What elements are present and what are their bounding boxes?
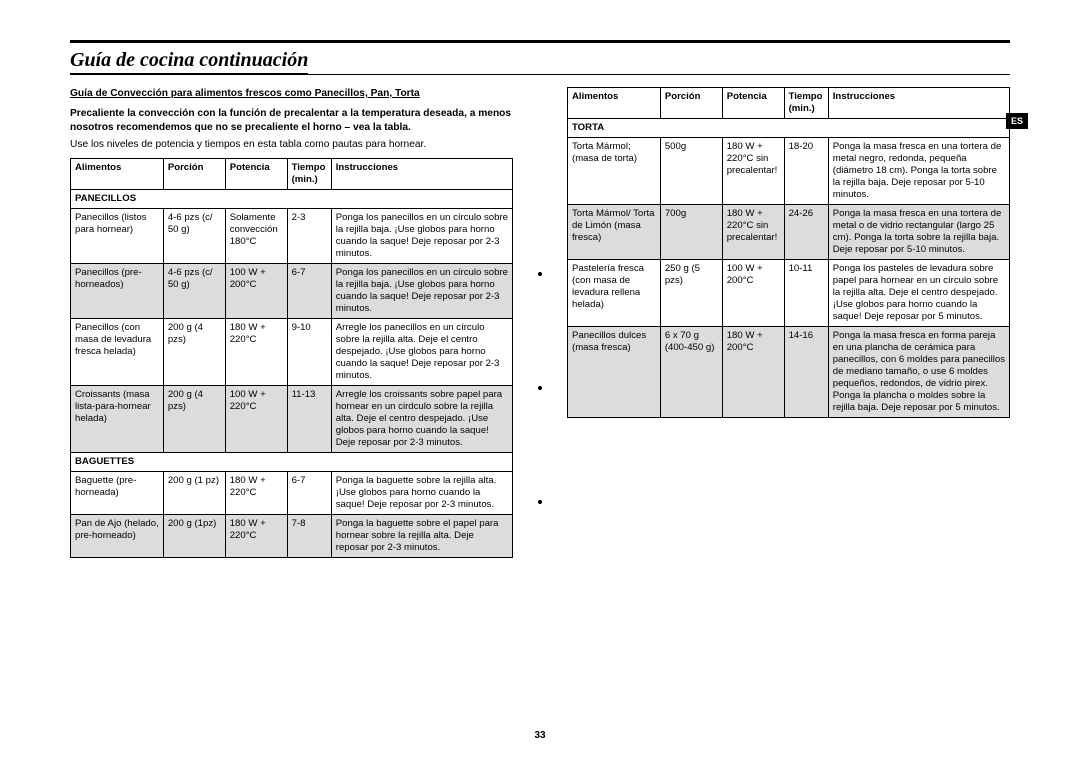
page: Guía de cocina continuación ES Guía de C…	[0, 0, 1080, 763]
title-block: Guía de cocina continuación	[70, 45, 1010, 75]
cell-pt: 180 W + 220°C	[225, 514, 287, 557]
th-porcion: Porción	[660, 88, 722, 119]
rule-top	[70, 40, 1010, 43]
cell-ti: 18-20	[784, 137, 828, 204]
table-row: Panecillos dulces (masa fresca)6 x 70 g …	[568, 326, 1010, 417]
cell-po: 200 g (4 pzs)	[163, 318, 225, 385]
cell-in: Ponga la masa fresca en una tortera de m…	[828, 137, 1009, 204]
language-tab: ES	[1006, 113, 1028, 129]
cell-pt: 180 W + 220°C sin precalentar!	[722, 137, 784, 204]
table-section-row: BAGUETTES	[71, 452, 513, 471]
intro-bold: Precaliente la convección con la función…	[70, 107, 513, 135]
cell-ti: 2-3	[287, 209, 331, 264]
cell-po: 700g	[660, 204, 722, 259]
table-header-row: Alimentos Porción Potencia Tiempo (min.)…	[568, 88, 1010, 119]
cell-pt: 180 W + 220°C sin precalentar!	[722, 204, 784, 259]
intro-para: Use los niveles de potencia y tiempos en…	[70, 138, 513, 152]
cell-al: Torta Mármol; (masa de torta)	[568, 137, 661, 204]
cell-pt: 180 W + 220°C	[225, 318, 287, 385]
cell-po: 4-6 pzs (c/ 50 g)	[163, 209, 225, 264]
right-column: Alimentos Porción Potencia Tiempo (min.)…	[567, 87, 1010, 559]
cell-ti: 10-11	[784, 259, 828, 326]
cell-al: Pan de Ajo (helado, pre-horneado)	[71, 514, 164, 557]
th-alimentos: Alimentos	[568, 88, 661, 119]
cell-pt: 100 W + 200°C	[225, 263, 287, 318]
th-porcion: Porción	[163, 159, 225, 190]
table-row: Torta Mármol/ Torta de Limón (masa fresc…	[568, 204, 1010, 259]
cell-in: Arregle los croissants sobre papel para …	[331, 385, 512, 452]
cell-in: Ponga la baguette sobre la rejilla alta.…	[331, 471, 512, 514]
cell-al: Panecillos dulces (masa fresca)	[568, 326, 661, 417]
cell-po: 500g	[660, 137, 722, 204]
cell-al: Croissants (masa lista-para-hornear hela…	[71, 385, 164, 452]
page-title: Guía de cocina continuación	[70, 45, 308, 75]
cell-ti: 6-7	[287, 263, 331, 318]
cell-pt: 100 W + 200°C	[722, 259, 784, 326]
cell-ti: 9-10	[287, 318, 331, 385]
separator-dot	[538, 272, 542, 276]
section-name-cell: PANECILLOS	[71, 190, 513, 209]
cell-po: 4-6 pzs (c/ 50 g)	[163, 263, 225, 318]
cell-po: 250 g (5 pzs)	[660, 259, 722, 326]
th-tiempo: Tiempo (min.)	[784, 88, 828, 119]
cell-al: Torta Mármol/ Torta de Limón (masa fresc…	[568, 204, 661, 259]
cell-po: 200 g (4 pzs)	[163, 385, 225, 452]
cell-al: Baguette (pre-horneada)	[71, 471, 164, 514]
content-columns: Guía de Convección para alimentos fresco…	[70, 87, 1010, 559]
th-alimentos: Alimentos	[71, 159, 164, 190]
page-number: 33	[0, 730, 1080, 741]
cell-in: Ponga los panecillos en un círculo sobre…	[331, 209, 512, 264]
th-instrucciones: Instrucciones	[828, 88, 1009, 119]
cell-in: Ponga los pasteles de levadura sobre pap…	[828, 259, 1009, 326]
table-row: Croissants (masa lista-para-hornear hela…	[71, 385, 513, 452]
column-separator	[535, 87, 545, 559]
left-column: Guía de Convección para alimentos fresco…	[70, 87, 513, 559]
cell-ti: 24-26	[784, 204, 828, 259]
cell-po: 6 x 70 g (400-450 g)	[660, 326, 722, 417]
table-row: Panecillos (pre-horneados)4-6 pzs (c/ 50…	[71, 263, 513, 318]
table-section-row: PANECILLOS	[71, 190, 513, 209]
cell-in: Ponga los panecillos en un círculo sobre…	[331, 263, 512, 318]
th-potencia: Potencia	[722, 88, 784, 119]
cell-in: Arregle los panecillos en un círculo sob…	[331, 318, 512, 385]
cell-po: 200 g (1 pz)	[163, 471, 225, 514]
cell-ti: 14-16	[784, 326, 828, 417]
cell-po: 200 g (1pz)	[163, 514, 225, 557]
table-row: Baguette (pre-horneada)200 g (1 pz)180 W…	[71, 471, 513, 514]
cell-al: Panecillos (pre-horneados)	[71, 263, 164, 318]
table-section-row: TORTA	[568, 118, 1010, 137]
table-header-row: Alimentos Porción Potencia Tiempo (min.)…	[71, 159, 513, 190]
right-table: Alimentos Porción Potencia Tiempo (min.)…	[567, 87, 1010, 418]
cell-pt: 100 W + 220°C	[225, 385, 287, 452]
th-tiempo: Tiempo (min.)	[287, 159, 331, 190]
cell-in: Ponga la baguette sobre el papel para ho…	[331, 514, 512, 557]
cell-al: Panecillos (con masa de levadura fresca …	[71, 318, 164, 385]
left-table: Alimentos Porción Potencia Tiempo (min.)…	[70, 158, 513, 558]
cell-al: Panecillos (listos para hornear)	[71, 209, 164, 264]
table-row: Pan de Ajo (helado, pre-horneado)200 g (…	[71, 514, 513, 557]
table-row: Panecillos (listos para hornear)4-6 pzs …	[71, 209, 513, 264]
th-instrucciones: Instrucciones	[331, 159, 512, 190]
th-potencia: Potencia	[225, 159, 287, 190]
separator-dot	[538, 500, 542, 504]
cell-in: Ponga la masa fresca en una tortera de m…	[828, 204, 1009, 259]
cell-pt: 180 W + 200°C	[722, 326, 784, 417]
section-heading: Guía de Convección para alimentos fresco…	[70, 87, 513, 101]
cell-pt: 180 W + 220°C	[225, 471, 287, 514]
cell-ti: 6-7	[287, 471, 331, 514]
section-name-cell: BAGUETTES	[71, 452, 513, 471]
section-name-cell: TORTA	[568, 118, 1010, 137]
cell-in: Ponga la masa fresca en forma pareja en …	[828, 326, 1009, 417]
cell-ti: 11-13	[287, 385, 331, 452]
table-row: Pastelería fresca (con masa de levadura …	[568, 259, 1010, 326]
cell-al: Pastelería fresca (con masa de levadura …	[568, 259, 661, 326]
cell-pt: Solamente convección 180°C	[225, 209, 287, 264]
table-row: Panecillos (con masa de levadura fresca …	[71, 318, 513, 385]
table-row: Torta Mármol; (masa de torta)500g180 W +…	[568, 137, 1010, 204]
cell-ti: 7-8	[287, 514, 331, 557]
separator-dot	[538, 386, 542, 390]
